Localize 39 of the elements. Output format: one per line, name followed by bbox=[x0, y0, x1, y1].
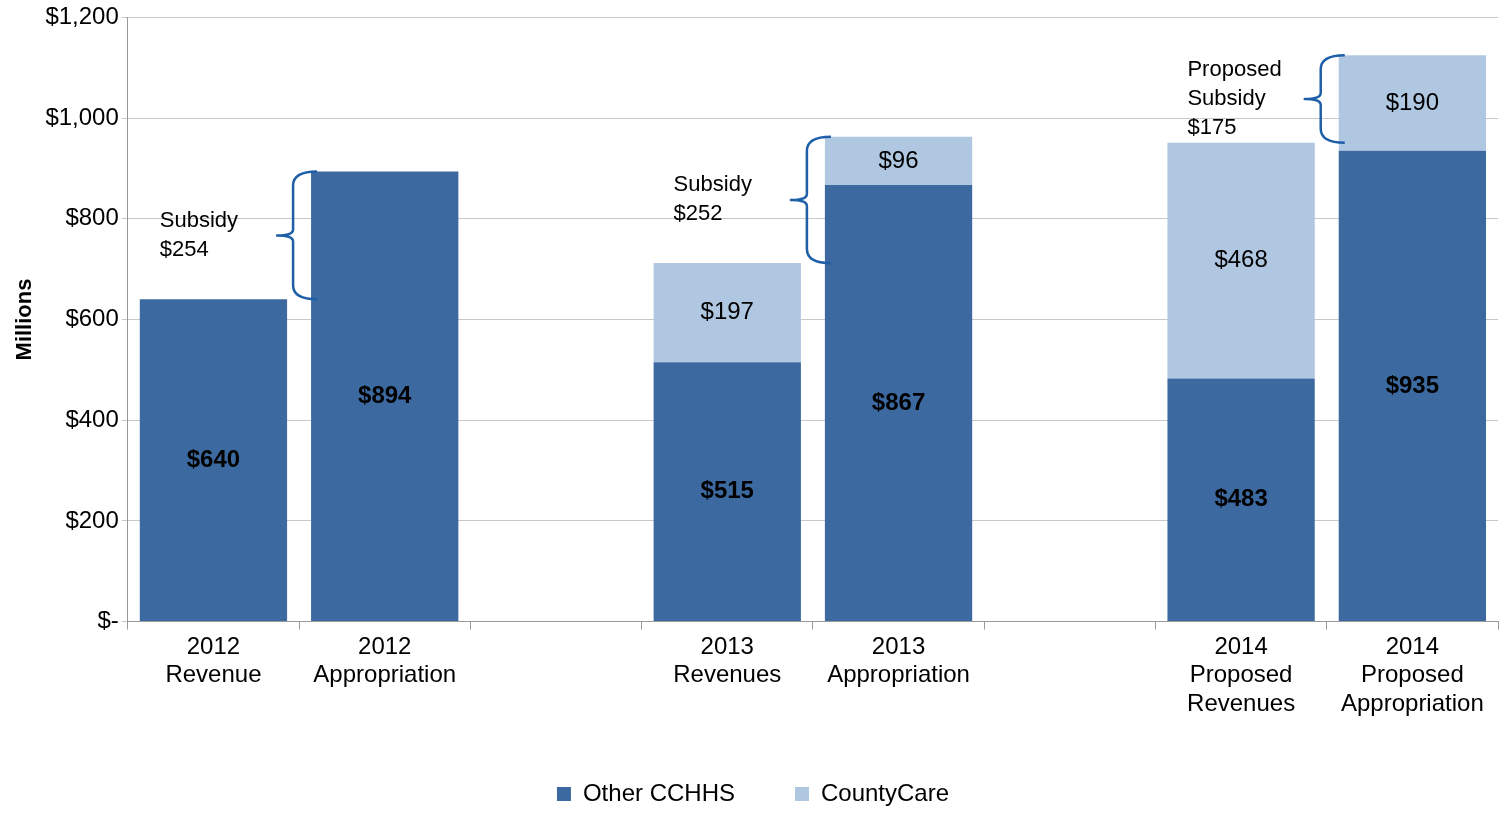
bar bbox=[653, 362, 801, 622]
x-tick-label: 2012 Revenue bbox=[165, 631, 262, 688]
bar bbox=[1167, 142, 1315, 379]
annotation: Proposed Subsidy $175 bbox=[1187, 56, 1282, 140]
bar bbox=[139, 299, 288, 622]
bar bbox=[824, 136, 973, 186]
x-tick-label: 2013 Appropriation bbox=[827, 631, 970, 688]
data-label: $935 bbox=[1385, 370, 1440, 398]
bar bbox=[1167, 378, 1315, 622]
bar bbox=[824, 185, 973, 622]
data-label: $197 bbox=[700, 297, 754, 325]
data-label: $468 bbox=[1214, 245, 1268, 273]
data-label: $515 bbox=[700, 476, 754, 504]
y-tick-label: $800 bbox=[65, 203, 119, 231]
bar bbox=[1338, 55, 1487, 151]
x-tick-label: 2014 Proposed Revenues bbox=[1187, 631, 1296, 717]
annotation: Subsidy $252 bbox=[673, 171, 752, 226]
data-label: $640 bbox=[186, 444, 241, 472]
x-tick-label: 2012 Appropriation bbox=[313, 631, 457, 688]
y-tick-label: $1,200 bbox=[45, 2, 119, 30]
bar bbox=[653, 263, 801, 363]
data-label: $867 bbox=[871, 387, 926, 415]
legend-label: Other CCHHS bbox=[582, 778, 735, 806]
y-tick-label: $- bbox=[97, 606, 119, 634]
y-axis-title: Millions bbox=[11, 278, 37, 361]
x-tick-label: 2014 Proposed Appropriation bbox=[1340, 631, 1484, 717]
bar bbox=[311, 171, 459, 622]
data-label: $894 bbox=[358, 380, 413, 408]
y-tick-label: $600 bbox=[65, 304, 119, 332]
y-tick-label: $1,000 bbox=[45, 102, 119, 130]
data-label: $96 bbox=[878, 145, 919, 173]
x-tick-label: 2013 Revenues bbox=[673, 631, 782, 688]
data-label: $483 bbox=[1214, 484, 1268, 512]
y-tick-label: $200 bbox=[65, 505, 119, 533]
annotation: Subsidy $254 bbox=[159, 206, 239, 261]
bar bbox=[1338, 150, 1487, 622]
data-label: $190 bbox=[1385, 87, 1440, 115]
legend-label: CountyCare bbox=[820, 778, 950, 806]
y-tick-label: $400 bbox=[65, 404, 119, 432]
